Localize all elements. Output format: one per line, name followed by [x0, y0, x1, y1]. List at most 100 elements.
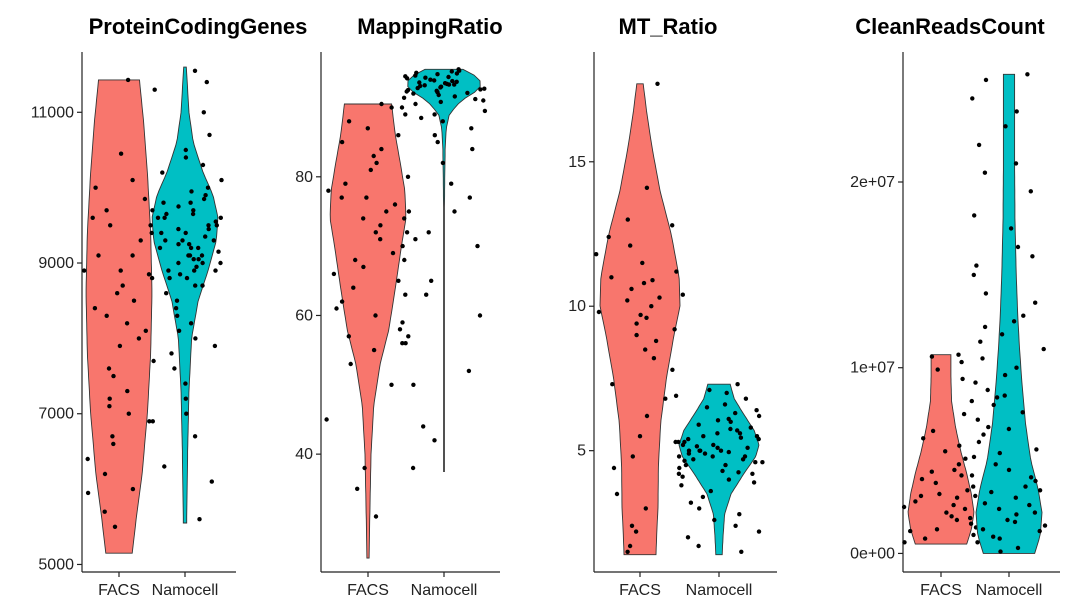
data-point: [739, 549, 744, 554]
data-point: [339, 195, 344, 200]
data-point: [373, 230, 378, 235]
data-point: [147, 419, 152, 424]
data-point: [200, 283, 205, 288]
data-point: [980, 527, 986, 532]
data-point: [193, 336, 198, 341]
data-point: [205, 185, 211, 190]
data-point: [403, 341, 408, 346]
data-point: [1013, 495, 1018, 500]
data-point: [403, 292, 408, 297]
y-tick-label: 5: [577, 443, 586, 460]
data-point: [614, 491, 620, 497]
data-point: [929, 354, 935, 359]
y-tick-label: 0e+00: [850, 545, 895, 562]
data-point: [111, 373, 116, 379]
data-point: [954, 517, 960, 523]
data-point: [389, 105, 394, 110]
data-point: [685, 535, 691, 540]
data-point: [610, 382, 615, 387]
data-point: [723, 462, 728, 468]
data-point: [214, 223, 219, 228]
data-point: [117, 343, 123, 349]
data-point: [418, 83, 423, 89]
data-point: [697, 506, 702, 511]
data-point: [696, 543, 701, 549]
data-point: [118, 268, 123, 273]
data-point: [971, 454, 977, 460]
data-point: [653, 338, 659, 344]
data-point: [120, 283, 125, 288]
data-point: [206, 226, 211, 232]
data-point: [625, 298, 630, 303]
data-point: [400, 243, 405, 249]
data-point: [411, 382, 416, 387]
data-point: [183, 230, 188, 236]
data-point: [200, 260, 205, 266]
data-point: [481, 98, 486, 103]
data-point: [379, 146, 384, 152]
data-point: [683, 462, 689, 468]
data-point: [918, 493, 924, 499]
data-point: [130, 486, 136, 492]
data-point: [351, 285, 356, 290]
x-tick-label: Namocell: [686, 582, 753, 599]
data-point: [159, 230, 164, 236]
data-point: [435, 139, 440, 145]
data-point: [364, 195, 369, 200]
data-point: [724, 390, 729, 396]
data-point: [686, 451, 692, 456]
data-point: [339, 299, 345, 304]
violin-namocell: [407, 68, 481, 472]
data-point: [1037, 528, 1042, 534]
data-point: [149, 230, 154, 236]
data-point: [435, 72, 440, 77]
data-point: [708, 488, 713, 494]
data-point: [143, 328, 148, 333]
data-point: [92, 306, 98, 311]
data-point: [657, 295, 662, 300]
data-point: [172, 366, 177, 371]
data-point: [475, 243, 480, 249]
data-point: [961, 411, 967, 417]
data-point: [997, 536, 1002, 541]
data-point: [994, 395, 1000, 400]
data-point: [707, 387, 712, 393]
violin-facs: [599, 83, 681, 556]
data-point: [686, 436, 691, 442]
data-point: [403, 112, 408, 117]
data-point: [449, 69, 454, 74]
data-point: [700, 494, 706, 500]
data-point: [115, 291, 120, 296]
data-point: [146, 272, 152, 277]
data-point: [160, 170, 165, 175]
data-point: [698, 448, 703, 453]
data-point: [701, 434, 706, 439]
data-point: [176, 204, 181, 209]
data-point: [634, 332, 639, 338]
data-point: [452, 209, 457, 214]
violin-facs: [329, 103, 407, 559]
data-point: [373, 514, 379, 519]
data-point: [742, 454, 748, 459]
data-point: [331, 271, 337, 277]
data-point: [201, 110, 206, 115]
data-point: [390, 250, 396, 256]
data-point: [959, 473, 964, 478]
data-point: [176, 242, 181, 247]
data-point: [406, 209, 412, 214]
data-point: [702, 451, 708, 456]
data-point: [203, 234, 208, 239]
data-point: [152, 87, 157, 92]
data-point: [125, 77, 131, 83]
data-point: [353, 257, 358, 263]
data-point: [201, 196, 207, 202]
data-point: [406, 334, 411, 339]
panel-title: CleanReadsCount: [855, 14, 1045, 39]
data-point: [676, 454, 682, 459]
data-point: [199, 253, 205, 258]
data-point: [176, 226, 181, 232]
data-point: [711, 442, 716, 448]
data-point: [745, 445, 750, 450]
data-point: [969, 473, 975, 478]
